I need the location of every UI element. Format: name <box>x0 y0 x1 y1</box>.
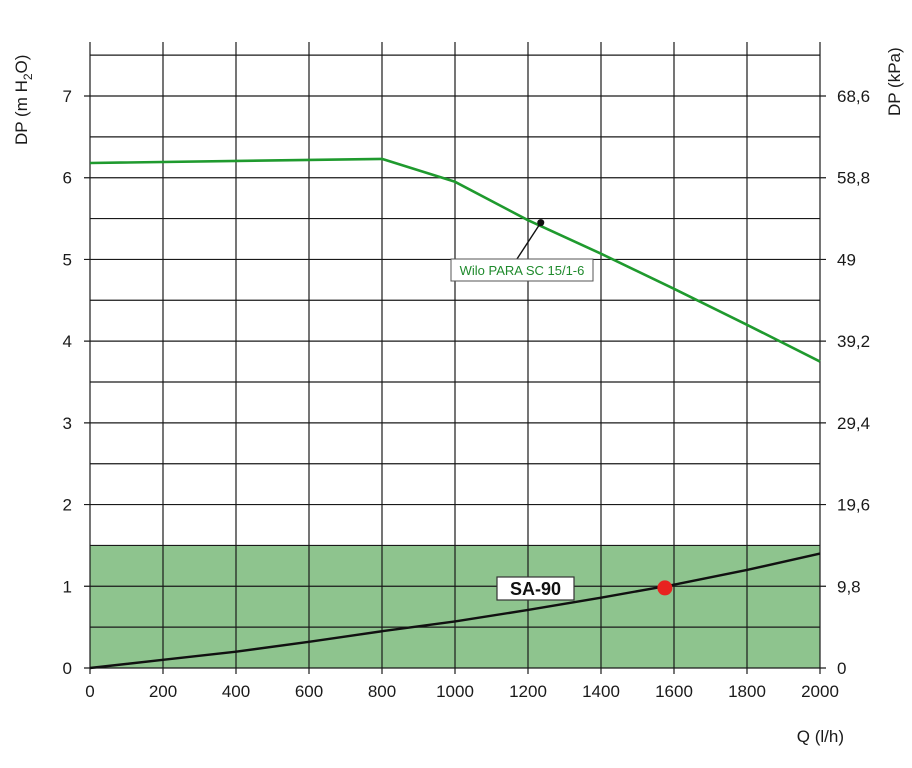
y-tick-label-right: 39,2 <box>837 332 870 351</box>
x-tick-label: 1200 <box>509 682 547 701</box>
series-line-sa90 <box>89 552 821 670</box>
y-tick-label-left: 3 <box>63 414 72 433</box>
y-axis-right-title: DP (kPa) <box>885 47 904 116</box>
x-tick-label: 400 <box>222 682 250 701</box>
y-tick-label-right: 58,8 <box>837 169 870 188</box>
x-tick-label: 1000 <box>436 682 474 701</box>
y-axis-left-title: DP (m H2O) <box>12 55 35 145</box>
x-tick-label: 600 <box>295 682 323 701</box>
x-axis-title: Q (l/h) <box>797 727 844 746</box>
x-tick-label: 1600 <box>655 682 693 701</box>
y-tick-label-left: 6 <box>63 169 72 188</box>
x-tick-label: 800 <box>368 682 396 701</box>
sa90-label: SA-90 <box>510 579 561 599</box>
y-tick-label-right: 19,6 <box>837 496 870 515</box>
series-line-wilo <box>89 157 821 363</box>
y-tick-label-left: 0 <box>63 659 72 678</box>
x-tick-label: 200 <box>149 682 177 701</box>
y-tick-label-right: 68,6 <box>837 87 870 106</box>
x-tick-label: 0 <box>85 682 94 701</box>
annotation-layer: Wilo PARA SC 15/1-6 SA-90 <box>450 219 594 601</box>
series-layer <box>89 157 821 670</box>
sa90-label-box <box>496 576 575 601</box>
x-tick-label: 1800 <box>728 682 766 701</box>
callout-box <box>450 258 594 282</box>
y-tick-label-right: 0 <box>837 659 846 678</box>
x-tick-label: 2000 <box>801 682 839 701</box>
y-tick-label-right: 9,8 <box>837 577 861 596</box>
y-tick-label-left: 7 <box>63 87 72 106</box>
y-tick-label-left: 2 <box>63 496 72 515</box>
y-tick-label-left: 5 <box>63 250 72 269</box>
callout-leader <box>514 222 542 263</box>
operating-point <box>657 580 673 596</box>
tick-layer: 0 200 400 600 800 1000 1200 1400 1600 1800 2000 0 1 2… <box>63 87 871 701</box>
y-tick-label-right: 29,4 <box>837 414 870 433</box>
x-tick-label: 1400 <box>582 682 620 701</box>
y-tick-label-left: 4 <box>63 332 72 351</box>
callout-label-wilo: Wilo PARA SC 15/1-6 <box>460 263 585 278</box>
y-tick-label-right: 49 <box>837 250 856 269</box>
y-tick-label-left: 1 <box>63 577 72 596</box>
